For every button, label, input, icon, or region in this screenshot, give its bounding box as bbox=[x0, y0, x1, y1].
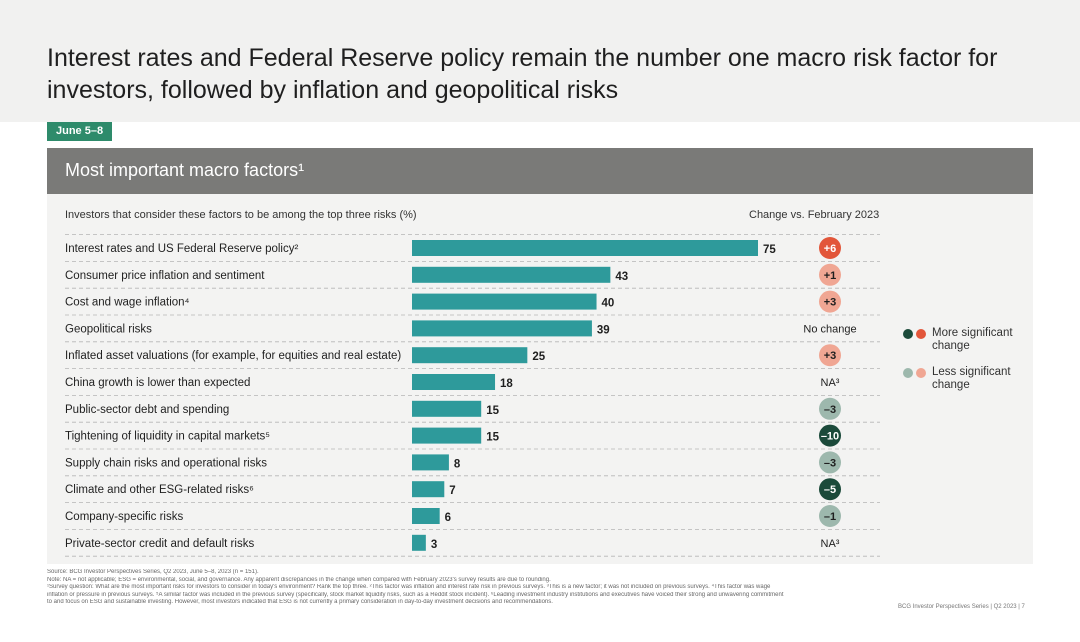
change-value: –3 bbox=[824, 404, 836, 416]
date-tag: June 5–8 bbox=[47, 122, 113, 141]
bar bbox=[412, 481, 445, 498]
panel-header: Most important macro factors¹ bbox=[47, 148, 1033, 194]
category-label: Supply chain risks and operational risks bbox=[65, 457, 267, 469]
change-value: –10 bbox=[821, 431, 839, 443]
value-label: 15 bbox=[486, 432, 499, 444]
change-text: NA³ bbox=[821, 538, 840, 550]
legend-dots-more bbox=[903, 329, 927, 339]
value-label: 43 bbox=[615, 271, 628, 283]
value-label: 6 bbox=[445, 512, 451, 524]
change-value: –5 bbox=[824, 484, 836, 496]
change-badge bbox=[819, 237, 841, 259]
value-label: 3 bbox=[431, 539, 437, 551]
change-value: –3 bbox=[824, 457, 836, 469]
change-badge bbox=[819, 505, 841, 527]
bar bbox=[412, 293, 597, 310]
change-badge bbox=[819, 344, 841, 367]
legend-label-less: Less significant change bbox=[932, 366, 1011, 391]
bar bbox=[412, 508, 440, 524]
value-label: 7 bbox=[449, 485, 455, 497]
category-label: Consumer price inflation and sentiment bbox=[65, 270, 265, 282]
change-value: +3 bbox=[824, 297, 837, 309]
category-label: Tightening of liquidity in capital marke… bbox=[65, 431, 270, 443]
value-label: 15 bbox=[486, 405, 499, 417]
footnote-line: Note: NA = not applicable; ESG = environ… bbox=[47, 576, 551, 583]
change-value: +6 bbox=[824, 243, 837, 255]
chart-subheading: Investors that consider these factors to… bbox=[65, 209, 417, 221]
value-label: 39 bbox=[597, 324, 610, 336]
change-badge bbox=[819, 397, 841, 420]
bar bbox=[412, 427, 482, 444]
category-label: Inflated asset valuations (for example, … bbox=[65, 350, 401, 362]
bar bbox=[412, 240, 758, 256]
change-value: +1 bbox=[824, 270, 837, 282]
legend-dot-orange bbox=[916, 329, 926, 339]
legend-dot-light-orange bbox=[916, 368, 926, 378]
category-label: Company-specific risks bbox=[65, 511, 183, 523]
legend-label-more: More significant change bbox=[932, 327, 1013, 352]
change-badge bbox=[819, 478, 841, 501]
bar bbox=[412, 374, 496, 390]
change-column-heading: Change vs. February 2023 bbox=[749, 209, 880, 221]
footnote-line: Source: BCG Investor Perspectives Series… bbox=[47, 569, 259, 575]
value-label: 25 bbox=[532, 351, 545, 363]
bar bbox=[412, 347, 528, 364]
bar bbox=[412, 266, 611, 283]
footnote-line: inflation or pressure in previous survey… bbox=[47, 591, 784, 598]
change-value: –1 bbox=[824, 511, 836, 523]
value-label: 18 bbox=[500, 378, 513, 390]
category-label: Climate and other ESG-related risks⁶ bbox=[65, 484, 254, 496]
bar bbox=[412, 320, 592, 337]
change-badge bbox=[819, 290, 841, 313]
change-value: +3 bbox=[824, 350, 837, 362]
value-label: 75 bbox=[763, 244, 776, 256]
category-label: Public-sector debt and spending bbox=[65, 404, 229, 416]
change-badge bbox=[819, 424, 841, 447]
legend-dot-dark-green bbox=[903, 329, 913, 339]
category-label: Geopolitical risks bbox=[65, 323, 152, 335]
footer-page-info: BCG Investor Perspectives Series | Q2 20… bbox=[898, 604, 1025, 610]
change-badge bbox=[819, 263, 841, 286]
change-text: No change bbox=[803, 323, 856, 335]
change-text: NA³ bbox=[821, 377, 840, 389]
category-label: Cost and wage inflation⁴ bbox=[65, 297, 190, 309]
bar bbox=[412, 400, 482, 417]
category-label: China growth is lower than expected bbox=[65, 377, 250, 389]
bar bbox=[412, 534, 426, 551]
footnote-line: ¹Survey question: What are the most impo… bbox=[47, 584, 771, 591]
legend-dot-light-green bbox=[903, 368, 913, 378]
panel-title: Most important macro factors¹ bbox=[65, 160, 305, 180]
value-label: 40 bbox=[602, 298, 615, 310]
change-badge bbox=[819, 451, 841, 474]
header-band: Interest rates and Federal Reserve polic… bbox=[0, 0, 1080, 122]
category-label: Private-sector credit and default risks bbox=[65, 538, 254, 550]
bar bbox=[412, 454, 449, 471]
page-title: Interest rates and Federal Reserve polic… bbox=[47, 44, 998, 104]
footnotes: Source: BCG Investor Perspectives Series… bbox=[47, 569, 897, 607]
legend-dots-less bbox=[903, 368, 927, 378]
footnote-line: to and focus on ESG and sustainable inve… bbox=[47, 599, 553, 606]
value-label: 8 bbox=[454, 458, 461, 470]
category-label: Interest rates and US Federal Reserve po… bbox=[65, 243, 298, 255]
